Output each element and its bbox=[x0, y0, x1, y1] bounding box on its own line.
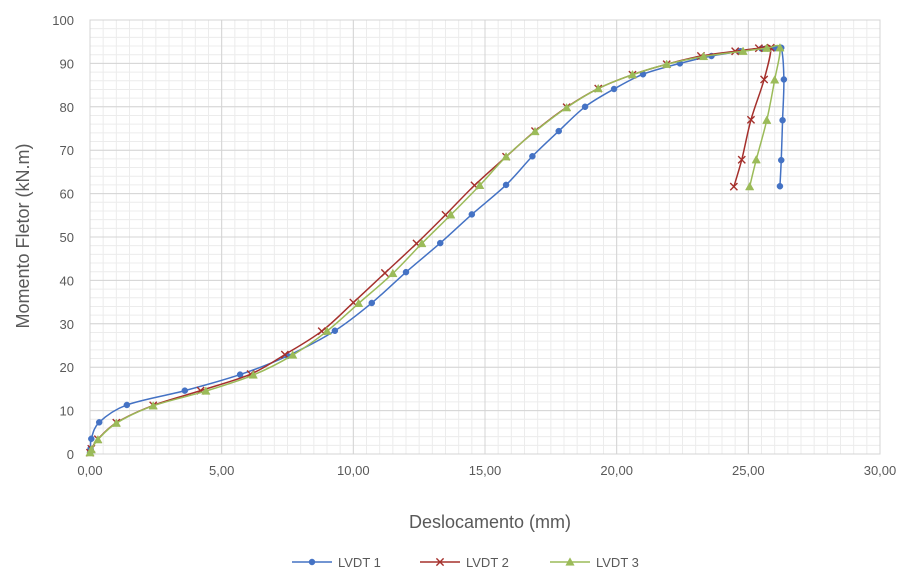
y-tick-label: 20 bbox=[60, 360, 74, 375]
data-point-3 bbox=[288, 350, 298, 359]
data-point-1 bbox=[610, 85, 618, 93]
x-tick-label: 15,00 bbox=[469, 463, 502, 478]
x-tick-label: 0,00 bbox=[77, 463, 102, 478]
y-tick-label: 10 bbox=[60, 404, 74, 419]
data-point-3 bbox=[86, 444, 96, 454]
data-point-3 bbox=[93, 434, 103, 444]
legend-item-3: LVDT 3 bbox=[550, 555, 639, 569]
major-grid bbox=[89, 19, 881, 455]
data-point-1 bbox=[368, 299, 376, 307]
data-point-1 bbox=[331, 327, 339, 334]
data-point-3 bbox=[417, 238, 427, 248]
y-tick-label: 40 bbox=[60, 273, 74, 288]
data-point-3 bbox=[148, 401, 158, 410]
data-point-3 bbox=[388, 268, 398, 278]
data-point-3 bbox=[751, 155, 761, 164]
y-tick-label: 70 bbox=[60, 143, 74, 158]
data-point-3 bbox=[475, 180, 485, 189]
data-point-1 bbox=[779, 117, 786, 124]
data-point-2 bbox=[729, 182, 738, 191]
series-1 bbox=[86, 44, 788, 456]
data-point-1 bbox=[123, 401, 131, 409]
x-tick-labels: 0,00 5,00 10,00 15,00 20,00 25,00 30,00 bbox=[77, 463, 896, 478]
data-point-3 bbox=[446, 210, 456, 219]
data-point-3 bbox=[745, 181, 755, 191]
data-point-1 bbox=[581, 103, 589, 111]
data-point-3 bbox=[248, 370, 258, 379]
legend-item-2: LVDT 2 bbox=[420, 555, 509, 569]
legend-marker-3 bbox=[565, 557, 575, 566]
data-point-1 bbox=[780, 76, 788, 83]
y-tick-label: 30 bbox=[60, 317, 74, 332]
series-3 bbox=[85, 43, 785, 457]
data-point-2 bbox=[380, 268, 390, 278]
y-tick-label: 100 bbox=[52, 13, 74, 28]
legend-marker-2 bbox=[435, 557, 445, 567]
data-point-3 bbox=[353, 298, 364, 308]
data-point-3 bbox=[762, 115, 772, 124]
data-point-1 bbox=[778, 156, 785, 164]
data-point-3 bbox=[738, 46, 748, 55]
data-point-2 bbox=[737, 155, 746, 164]
legend-label-2: LVDT 2 bbox=[466, 555, 509, 569]
data-point-3 bbox=[593, 83, 603, 93]
data-point-3 bbox=[530, 126, 540, 136]
data-point-3 bbox=[775, 43, 785, 52]
data-point-1 bbox=[88, 435, 95, 443]
legend-label-3: LVDT 3 bbox=[596, 555, 639, 569]
legend-item-1: LVDT 1 bbox=[292, 555, 381, 569]
y-tick-label: 90 bbox=[60, 56, 74, 71]
data-point-3 bbox=[111, 418, 121, 427]
data-point-2 bbox=[746, 115, 756, 124]
data-point-3 bbox=[627, 69, 638, 79]
y-tick-label: 0 bbox=[67, 447, 74, 462]
y-tick-labels: 0 10 20 30 40 50 60 70 80 90 100 bbox=[52, 13, 74, 462]
legend-label-1: LVDT 1 bbox=[338, 555, 381, 569]
data-point-3 bbox=[770, 75, 780, 84]
x-axis-title: Deslocamento (mm) bbox=[409, 512, 571, 532]
x-tick-label: 10,00 bbox=[337, 463, 370, 478]
data-point-3 bbox=[322, 326, 332, 335]
y-axis-title: Momento Fletor (kN.m) bbox=[13, 143, 33, 328]
data-point-1 bbox=[555, 127, 562, 135]
data-point-2 bbox=[754, 44, 763, 53]
legend-marker-1 bbox=[308, 558, 316, 566]
data-point-3 bbox=[562, 102, 572, 112]
data-point-3 bbox=[201, 386, 211, 395]
data-point-1 bbox=[776, 182, 784, 190]
x-tick-label: 30,00 bbox=[864, 463, 897, 478]
data-point-1 bbox=[402, 268, 410, 276]
x-tick-label: 25,00 bbox=[732, 463, 765, 478]
data-point-3 bbox=[698, 51, 709, 61]
series-layer bbox=[85, 43, 788, 457]
y-tick-label: 80 bbox=[60, 100, 74, 115]
series-line-3 bbox=[89, 44, 781, 453]
legend: LVDT 1 LVDT 2 LVDT 3 bbox=[292, 555, 639, 569]
x-tick-label: 20,00 bbox=[600, 463, 633, 478]
data-point-1 bbox=[468, 211, 476, 218]
data-point-1 bbox=[529, 153, 536, 160]
data-point-1 bbox=[95, 419, 103, 426]
y-tick-label: 60 bbox=[60, 187, 74, 202]
data-point-1 bbox=[436, 239, 444, 247]
data-point-3 bbox=[762, 43, 772, 52]
data-point-3 bbox=[662, 59, 672, 68]
data-point-2 bbox=[731, 47, 740, 56]
data-point-3 bbox=[501, 151, 511, 161]
x-tick-label: 5,00 bbox=[209, 463, 234, 478]
data-point-2 bbox=[280, 350, 289, 359]
data-point-1 bbox=[181, 387, 189, 394]
plot-area-border bbox=[89, 19, 881, 455]
data-point-1 bbox=[502, 181, 510, 189]
data-point-2 bbox=[760, 75, 769, 84]
y-tick-label: 50 bbox=[60, 230, 74, 245]
